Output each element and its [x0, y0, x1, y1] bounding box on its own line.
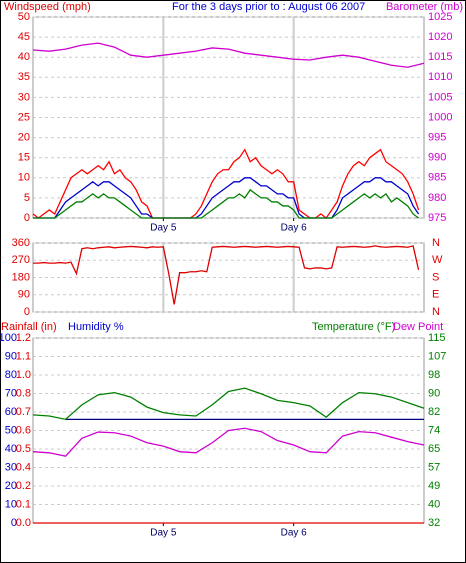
y-tick-label: 80	[5, 369, 17, 381]
y-tick-label: 50	[18, 11, 30, 23]
y3-tick-label: 0.8	[16, 387, 31, 399]
humidity-label: Humidity %	[68, 321, 124, 333]
y3-tick-label: 0.4	[16, 461, 31, 473]
series-line	[33, 177, 420, 219]
series-line	[33, 245, 420, 305]
y-tick-label: 35	[18, 71, 30, 83]
windspeed-label: Windspeed (mph)	[4, 1, 91, 13]
y-tick-label: 15	[18, 152, 30, 164]
y2-tick-label: 1010	[428, 71, 452, 83]
series-line	[32, 387, 425, 421]
y2-tick-label: 115	[428, 332, 446, 344]
y2-tick-label: 980	[428, 192, 446, 204]
y3-tick-label: 1.1	[16, 350, 31, 362]
y3-tick-label: 0.0	[16, 517, 31, 529]
y-tick-label: 360	[12, 237, 30, 249]
y-tick-label: 0	[11, 517, 17, 529]
y2-tick-label: 65	[428, 443, 440, 455]
y-tick-label: 30	[18, 91, 30, 103]
y3-tick-label: 0.5	[16, 443, 31, 455]
y-tick-label: 0	[24, 212, 30, 224]
y-tick-label: 180	[12, 271, 30, 283]
y2-tick-label: 1025	[428, 11, 452, 23]
y2-tick-label: 1005	[428, 91, 452, 103]
y3-tick-label: 1.2	[16, 332, 31, 344]
y-tick-label: 70	[5, 387, 17, 399]
dewpoint-label: Dew Point	[393, 321, 443, 333]
y2-tick-label: 1020	[428, 31, 452, 43]
y2-tick-label: N	[432, 237, 440, 249]
y-tick-label: 40	[5, 443, 17, 455]
y2-tick-label: 32	[428, 517, 440, 529]
y-tick-label: 10	[5, 498, 17, 510]
y-tick-label: 20	[18, 132, 30, 144]
y2-tick-label: 107	[428, 350, 446, 362]
y2-tick-label: 995	[428, 132, 446, 144]
y-tick-label: 25	[18, 111, 30, 123]
y2-tick-label: W	[432, 254, 443, 266]
y-tick-label: 0	[24, 306, 30, 318]
y-tick-label: 270	[12, 254, 30, 266]
y2-tick-label: 985	[428, 172, 446, 184]
y2-tick-label: S	[432, 271, 439, 283]
temperature-label: Temperature (°F)	[312, 321, 395, 333]
y2-tick-label: 1000	[428, 111, 452, 123]
y2-tick-label: 74	[428, 424, 440, 436]
x-tick-label: Day 6	[281, 223, 308, 234]
y2-tick-label: 90	[428, 387, 440, 399]
y2-tick-label: E	[432, 289, 439, 301]
y2-tick-label: 975	[428, 212, 446, 224]
y2-tick-label: 1015	[428, 51, 452, 63]
series-line	[32, 427, 425, 457]
y3-tick-label: 1.0	[16, 369, 31, 381]
y-tick-label: 100	[0, 332, 17, 344]
y3-tick-label: 0.2	[16, 480, 31, 492]
x-tick-label: Day 5	[150, 528, 177, 539]
rainfall-label: Rainfall (in)	[1, 321, 57, 333]
y2-tick-label: 49	[428, 480, 440, 492]
y2-tick-label: 57	[428, 461, 440, 473]
chart-title: For the 3 days prior to : August 06 2007	[172, 1, 365, 13]
x-tick-label: Day 6	[281, 528, 308, 539]
y-tick-label: 5	[24, 192, 30, 204]
y-tick-label: 10	[18, 172, 30, 184]
series-line	[33, 188, 419, 219]
barometer-label: Barometer (mb)	[386, 1, 463, 13]
y-tick-label: 40	[18, 51, 30, 63]
y-tick-label: 30	[5, 461, 17, 473]
y2-tick-label: 98	[428, 369, 440, 381]
y2-tick-label: 990	[428, 152, 446, 164]
y2-tick-label: 40	[428, 498, 440, 510]
y-tick-label: 90	[5, 350, 17, 362]
y-tick-label: 50	[5, 424, 17, 436]
y-tick-label: 20	[5, 480, 17, 492]
y3-tick-label: 0.7	[16, 406, 31, 418]
series-line	[32, 42, 425, 68]
y2-tick-label: N	[432, 306, 440, 318]
y3-tick-label: 0.1	[16, 498, 31, 510]
series-line	[32, 148, 420, 219]
y3-tick-label: 0.6	[16, 424, 31, 436]
y-tick-label: 60	[5, 406, 17, 418]
y2-tick-label: 82	[428, 406, 440, 418]
x-tick-label: Day 5	[150, 223, 177, 234]
y-tick-label: 90	[18, 289, 30, 301]
y-tick-label: 45	[18, 31, 30, 43]
